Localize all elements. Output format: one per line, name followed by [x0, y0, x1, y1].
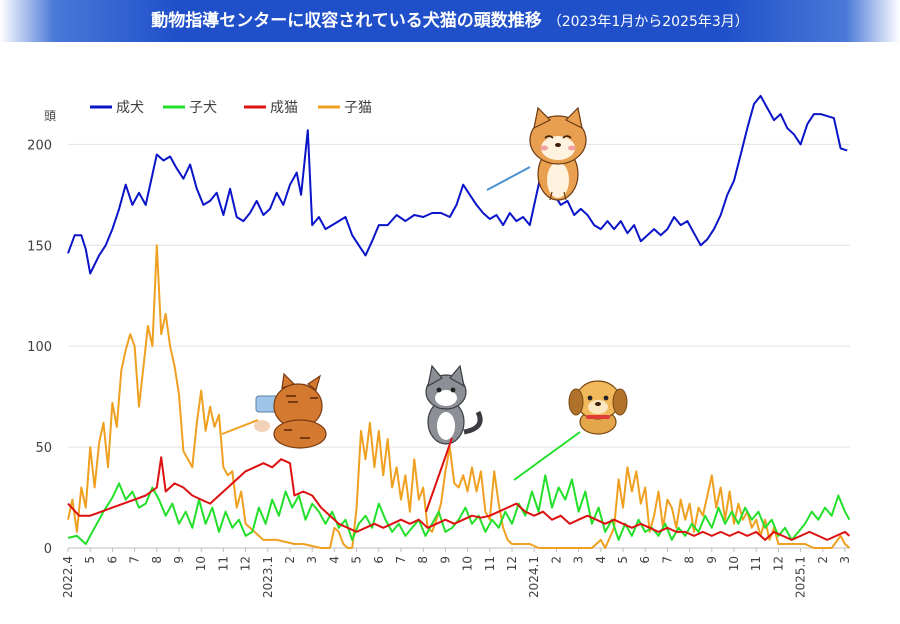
- gray-cat-illustration: [425, 364, 483, 445]
- legend-label: 成猫: [270, 100, 298, 116]
- x-tick-label: 7: [394, 556, 408, 564]
- chart-subtitle: （2023年1月から2025年3月）: [547, 14, 749, 30]
- chart-title: 動物指導センターに収容されている犬猫の頭数推移: [151, 11, 542, 31]
- puppy-illustration: [568, 380, 628, 435]
- x-tick-label: 4: [327, 556, 341, 564]
- y-axis-ticks: 0 50 100 150 200: [27, 138, 52, 557]
- x-tick-label: 9: [172, 556, 186, 564]
- puppy-pointer-line: [513, 431, 581, 481]
- series-line-1: [67, 474, 851, 545]
- x-axis-ticks: 2022.4 5 6 7 8 9 10 11 12 2023.1 2 3 4 5 6 7 8 9 10 11 12 202…: [61, 548, 852, 598]
- x-tick-label: 12: [771, 556, 785, 571]
- x-tick-label: 9: [705, 556, 719, 564]
- x-tick-label: 2: [816, 556, 830, 564]
- x-tick-label: 2023.1: [261, 556, 275, 598]
- x-tick-label: 2022.4: [61, 556, 75, 598]
- x-tick-label: 11: [749, 556, 763, 571]
- legend-item: 成犬: [90, 100, 144, 116]
- legend-item: 子犬: [163, 100, 217, 116]
- y-tick-label: 0: [44, 542, 52, 557]
- x-tick-label: 10: [461, 556, 475, 571]
- series-lines: [67, 94, 851, 549]
- x-tick-label: 10: [727, 556, 741, 571]
- x-tick-label: 2: [283, 556, 297, 564]
- x-tick-label: 8: [150, 556, 164, 564]
- x-tick-label: 9: [438, 556, 452, 564]
- gray-cat-pointer-line: [425, 437, 453, 513]
- legend-label: 子犬: [189, 100, 217, 116]
- legend-item: 子猫: [318, 100, 372, 116]
- x-tick-label: 5: [350, 556, 364, 564]
- legend-label: 成犬: [116, 100, 144, 116]
- x-tick-label: 6: [105, 556, 119, 564]
- y-tick-label: 150: [27, 239, 52, 254]
- y-tick-label: 50: [35, 441, 52, 456]
- series-line-2: [67, 456, 851, 541]
- tabby-pointer-line: [221, 419, 259, 435]
- title-banner: 動物指導センターに収容されている犬猫の頭数推移 （2023年1月から2025年3月…: [0, 0, 900, 42]
- legend-item: 成猫: [244, 100, 298, 116]
- x-tick-label: 12: [505, 556, 519, 571]
- x-tick-label: 8: [416, 556, 430, 564]
- shiba-dog-illustration: [529, 106, 587, 201]
- x-tick-label: 8: [683, 556, 697, 564]
- x-tick-label: 2024.1: [527, 556, 541, 598]
- tabby-cat-illustration: [254, 372, 327, 449]
- gridlines: [68, 143, 850, 549]
- x-tick-label: 11: [483, 556, 497, 571]
- x-tick-label: 3: [305, 556, 319, 564]
- legend: 成犬 子犬 成猫 子猫: [90, 100, 372, 116]
- shiba-pointer-line: [486, 166, 531, 191]
- legend-label: 子猫: [344, 100, 372, 116]
- x-tick-label: 6: [372, 556, 386, 564]
- x-tick-label: 5: [83, 556, 97, 564]
- x-tick-label: 2: [549, 556, 563, 564]
- y-tick-label: 100: [27, 340, 52, 355]
- y-axis-unit: 頭: [44, 109, 56, 123]
- x-tick-label: 4: [594, 556, 608, 564]
- x-tick-label: 7: [128, 556, 142, 564]
- y-tick-label: 200: [27, 138, 52, 153]
- x-tick-label: 11: [216, 556, 230, 571]
- x-tick-label: 7: [660, 556, 674, 564]
- x-tick-label: 2025.1: [794, 556, 808, 598]
- x-tick-label: 5: [616, 556, 630, 564]
- series-line-0: [67, 94, 848, 275]
- x-tick-label: 3: [838, 556, 852, 564]
- x-tick-label: 3: [572, 556, 586, 564]
- x-tick-label: 10: [194, 556, 208, 571]
- x-tick-label: 6: [638, 556, 652, 564]
- x-tick-label: 12: [239, 556, 253, 571]
